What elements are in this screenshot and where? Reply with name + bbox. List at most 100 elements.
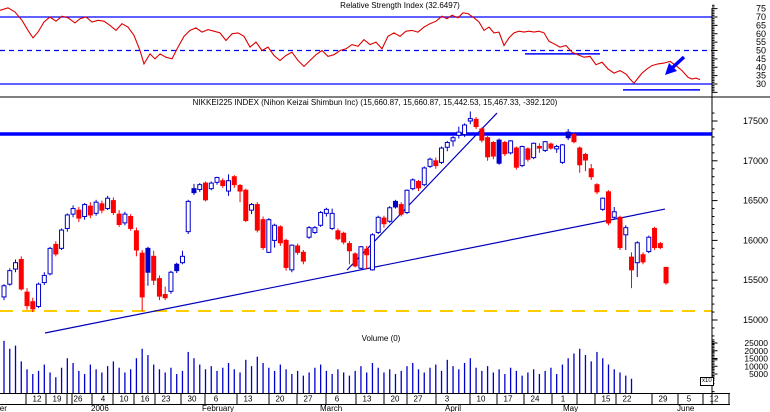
candlestick: [249, 204, 255, 211]
candlestick: [519, 145, 525, 167]
candlestick: [531, 142, 537, 159]
candlestick: [277, 226, 283, 244]
candlestick: [59, 229, 65, 249]
rsi-tick-label: 70: [756, 12, 766, 22]
candlestick: [502, 141, 508, 155]
candlestick: [605, 191, 611, 224]
candlestick: [421, 167, 427, 186]
month-label: June: [677, 404, 695, 412]
candlestick: [151, 255, 157, 281]
week-label: 27: [304, 395, 313, 404]
candlestick: [99, 203, 105, 211]
candlestick: [295, 245, 301, 253]
candlestick: [381, 217, 387, 225]
candlestick: [260, 219, 266, 249]
month-label: May: [563, 404, 578, 412]
candlestick: [128, 216, 134, 229]
week-label: 17: [504, 395, 513, 404]
week-label: 5: [687, 395, 692, 404]
week-label: 3: [445, 395, 450, 404]
candlestick: [208, 182, 214, 190]
candlestick: [1, 285, 7, 298]
candlestick: [439, 147, 445, 163]
candlestick: [179, 255, 185, 264]
candlestick: [364, 248, 370, 256]
candlestick: [571, 134, 577, 143]
candlestick: [243, 189, 249, 221]
candlestick: [623, 227, 629, 236]
candlestick: [640, 254, 646, 263]
candlestick: [352, 253, 358, 267]
week-label: 6: [335, 395, 340, 404]
candlestick: [444, 141, 450, 148]
candlestick: [398, 204, 404, 215]
candlestick: [559, 144, 565, 163]
week-label: 13: [363, 395, 372, 404]
candlestick: [237, 184, 243, 192]
candlestick: [266, 219, 272, 253]
candlestick: [490, 141, 496, 157]
candlestick: [116, 213, 122, 225]
candlestick: [122, 213, 128, 224]
candlestick: [191, 188, 197, 194]
candlestick: [525, 148, 531, 160]
candlestick: [185, 200, 191, 233]
candlestick: [513, 147, 519, 168]
candlestick: [139, 252, 145, 298]
candlestick: [554, 145, 560, 150]
rsi-tick-label: 35: [756, 71, 766, 81]
price-pane-title: NIKKEI225 INDEX (Nihon Keizai Shimbun In…: [192, 98, 558, 107]
week-label: 10: [477, 395, 486, 404]
candlestick: [87, 205, 93, 216]
candlestick: [18, 259, 24, 290]
candlestick: [404, 189, 410, 214]
candlestick: [145, 247, 151, 273]
candlestick: [156, 278, 162, 297]
month-label: December: [0, 404, 7, 412]
candlestick: [508, 140, 514, 154]
candlestick: [306, 227, 312, 238]
candlestick: [76, 209, 82, 219]
rsi-tick-label: 65: [756, 20, 766, 30]
candlestick: [231, 176, 237, 186]
candlestick: [369, 234, 375, 271]
candlestick: [387, 207, 393, 222]
candlestick: [110, 200, 116, 214]
rsi-tick-label: 45: [756, 54, 766, 64]
candlestick: [485, 137, 491, 158]
candlestick: [657, 243, 663, 249]
candlestick: [496, 139, 502, 164]
candlestick: [646, 236, 652, 253]
week-label: 26: [74, 395, 83, 404]
candlestick: [13, 262, 19, 270]
price-tick-label: 17500: [743, 116, 768, 126]
candlestick: [202, 182, 208, 201]
price-tick-label: 15500: [743, 275, 768, 285]
rsi-tick-label: 40: [756, 62, 766, 72]
candlestick: [82, 204, 88, 218]
rsi-tick-label: 50: [756, 46, 766, 56]
month-label: 2006: [91, 404, 109, 412]
rsi-tick-label: 60: [756, 29, 766, 39]
candlestick: [47, 247, 53, 275]
rsi-line: [0, 7, 701, 85]
week-label: 20: [391, 395, 400, 404]
price-tick-label: 16500: [743, 196, 768, 206]
candlestick: [30, 301, 36, 310]
candlestick: [582, 153, 588, 161]
rsi-tick-label: 55: [756, 37, 766, 47]
candlestick: [335, 230, 341, 240]
candlestick: [41, 274, 47, 284]
price-tick-label: 15000: [743, 315, 768, 325]
month-label: March: [320, 404, 342, 412]
week-label: 23: [162, 395, 171, 404]
candlestick: [329, 212, 335, 229]
candlestick: [36, 283, 42, 307]
candlestick: [427, 158, 433, 167]
candlestick: [64, 214, 70, 229]
week-label: 24: [531, 395, 540, 404]
rsi-tick-label: 30: [756, 79, 766, 89]
candlestick: [565, 131, 571, 139]
candlestick: [536, 145, 542, 149]
